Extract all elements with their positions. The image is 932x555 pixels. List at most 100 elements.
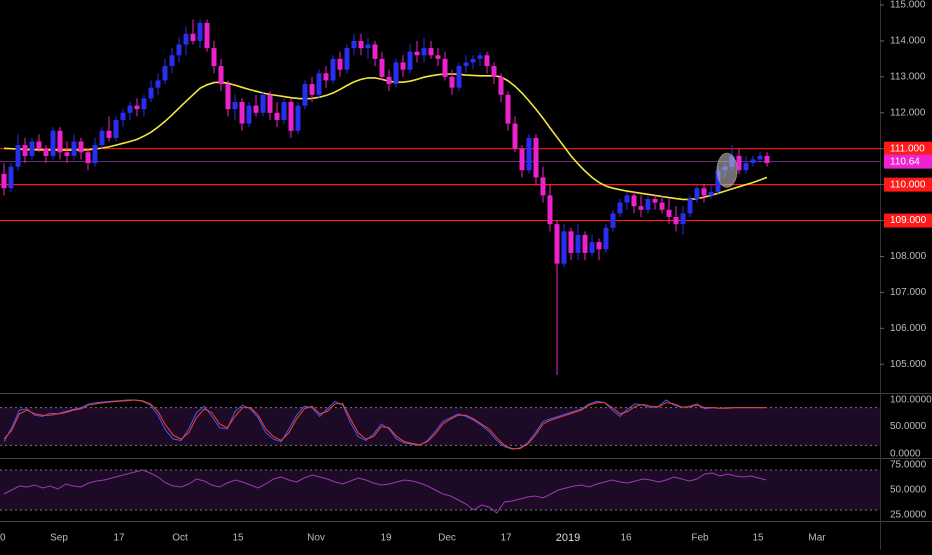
candle-body xyxy=(428,48,434,56)
candle xyxy=(246,102,252,128)
candle-body xyxy=(568,231,574,253)
candle-body xyxy=(687,199,693,214)
candle-body xyxy=(225,84,231,110)
candle xyxy=(708,184,714,199)
candle xyxy=(50,127,56,160)
candle xyxy=(211,40,217,74)
candle-body xyxy=(449,76,455,88)
candle-body xyxy=(239,102,245,124)
candle xyxy=(358,33,364,56)
price-axis[interactable]: 115.000 114.000 113.000 112.000 111.000 110.0… xyxy=(880,0,932,521)
candle xyxy=(435,48,441,67)
candle-body xyxy=(43,148,49,156)
candle xyxy=(155,73,161,95)
price-tick-label: 107.000 xyxy=(890,287,927,298)
candle xyxy=(547,184,553,232)
candle-body xyxy=(659,202,665,210)
candle xyxy=(631,191,637,214)
highlight-ellipse xyxy=(716,152,738,188)
candle xyxy=(498,73,504,102)
time-tick-label: Mar xyxy=(808,533,826,544)
candle xyxy=(239,98,245,131)
candle xyxy=(414,40,420,63)
candle xyxy=(680,206,686,235)
candle xyxy=(295,102,301,135)
candle xyxy=(337,51,343,77)
candle xyxy=(260,91,266,117)
candle xyxy=(78,137,84,160)
candle-body xyxy=(421,48,427,56)
candle-body xyxy=(71,141,77,156)
candle xyxy=(491,62,497,85)
candle-body xyxy=(190,33,196,41)
candle-body xyxy=(36,141,42,149)
candle-body xyxy=(575,234,581,253)
candle-body xyxy=(253,105,259,113)
level-label: 109.000 xyxy=(890,215,927,226)
candle-body xyxy=(344,48,350,70)
price-tick-label: 106.000 xyxy=(890,323,927,334)
candle xyxy=(99,127,105,149)
candle-body xyxy=(295,105,301,131)
candle xyxy=(470,55,476,70)
price-tick-label: 115.000 xyxy=(890,0,926,11)
candle-body xyxy=(267,94,273,113)
candle xyxy=(673,206,679,232)
candle xyxy=(561,224,567,268)
candle-body xyxy=(400,62,406,70)
candle xyxy=(148,80,154,102)
candle-body xyxy=(85,152,91,164)
candle-body xyxy=(547,195,553,225)
candle-body xyxy=(603,227,609,250)
candle-body xyxy=(764,155,770,164)
time-tick-label: 2019 xyxy=(556,532,580,544)
candle-body xyxy=(57,130,63,153)
candle xyxy=(134,98,140,117)
candle xyxy=(372,40,378,67)
candle xyxy=(71,134,77,160)
candle xyxy=(344,44,350,74)
price-tick-label: 105.000 xyxy=(890,359,927,370)
candle-body xyxy=(204,22,210,49)
candle-body xyxy=(1,173,7,189)
candle xyxy=(120,109,126,128)
candle-body xyxy=(484,55,490,67)
candle-body xyxy=(92,145,98,164)
candle xyxy=(442,51,448,81)
candle xyxy=(421,37,427,63)
level-label-box xyxy=(884,141,932,156)
candle-body xyxy=(512,123,518,149)
candle xyxy=(596,238,602,261)
candle-body xyxy=(673,216,679,225)
candles xyxy=(1,19,770,376)
level-label: 110.000 xyxy=(890,179,926,190)
candle-body xyxy=(29,141,35,156)
stochastic-tick-label: 0.0000 xyxy=(890,449,921,460)
candle xyxy=(449,69,455,95)
time-axis[interactable]: 0 Sep 17 Oct 15 Nov 19 Dec 17 2019 16 Feb 15 Mar xyxy=(0,532,826,544)
candle xyxy=(568,227,574,261)
candle-body xyxy=(540,177,546,196)
candle xyxy=(638,195,644,217)
time-tick-label: 17 xyxy=(500,533,512,544)
candle-body xyxy=(414,51,420,56)
candle xyxy=(169,48,175,74)
candle xyxy=(141,94,147,117)
candle-body xyxy=(498,76,504,95)
candle-body xyxy=(533,137,539,178)
moving-average-line xyxy=(3,73,768,201)
candle-body xyxy=(645,199,651,210)
candle xyxy=(288,98,294,138)
candle-body xyxy=(288,102,294,131)
candle-body xyxy=(617,202,623,214)
candle xyxy=(302,80,308,110)
candle xyxy=(330,55,336,85)
candle-body xyxy=(652,199,658,203)
candle xyxy=(85,148,91,171)
candle-body xyxy=(183,33,189,45)
time-tick-label: Dec xyxy=(438,533,456,544)
candle xyxy=(666,199,672,225)
moving-average xyxy=(3,73,768,201)
candle-body xyxy=(435,55,441,59)
